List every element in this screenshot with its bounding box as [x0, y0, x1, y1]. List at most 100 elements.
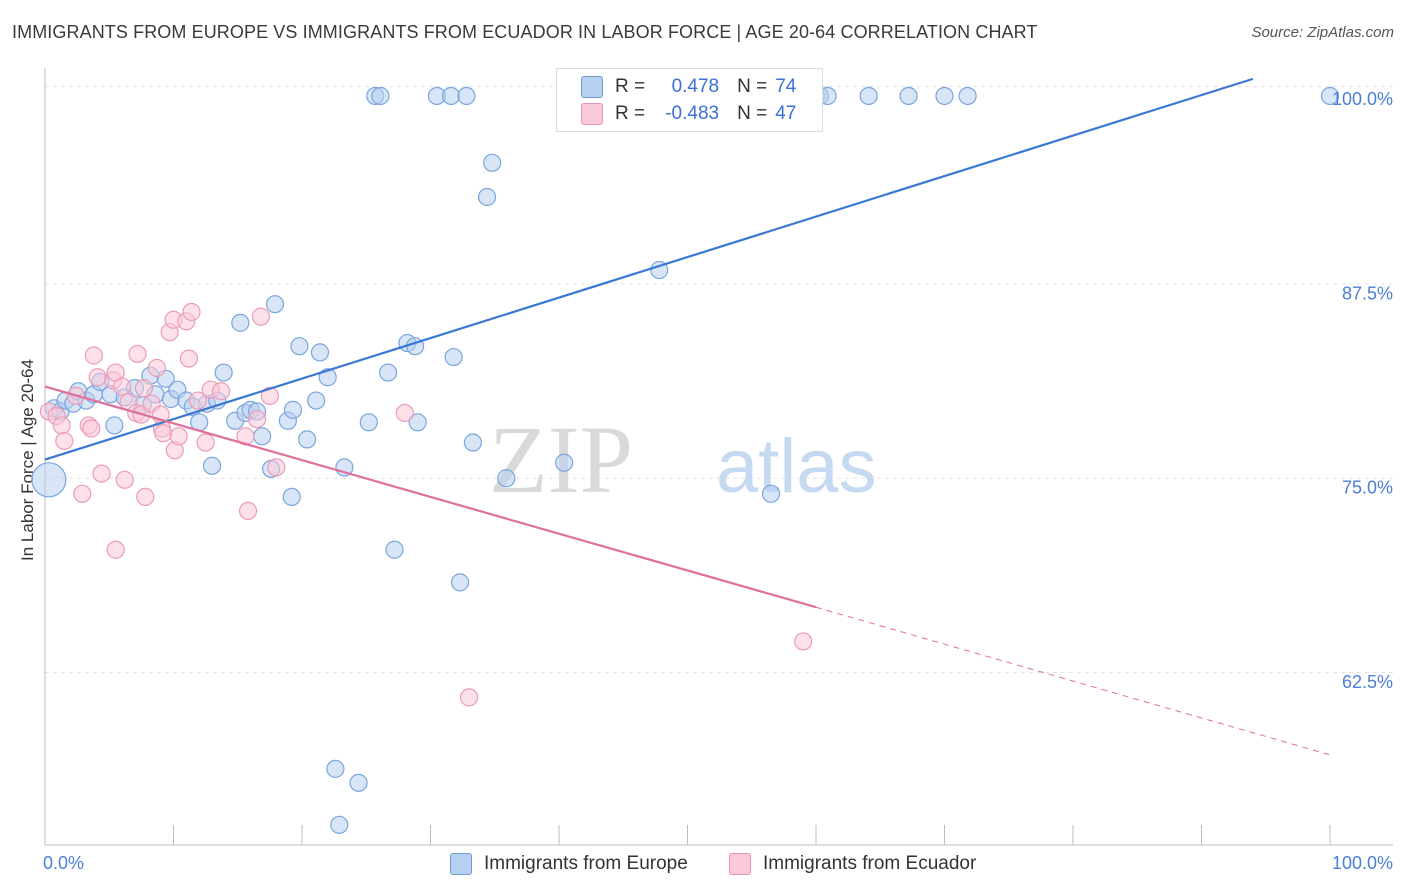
europe-point[interactable] [935, 86, 954, 106]
europe-point[interactable] [497, 469, 516, 488]
europe-point[interactable] [231, 313, 250, 332]
series-europe-points [31, 86, 1340, 834]
europe-point[interactable] [253, 427, 272, 446]
ecuador-point[interactable] [136, 487, 155, 507]
europe-point[interactable] [899, 86, 918, 106]
ecuador-point[interactable] [196, 433, 215, 452]
europe-point[interactable] [318, 368, 337, 387]
ecuador-point[interactable] [169, 427, 188, 446]
ecuador-point[interactable] [147, 358, 166, 378]
ecuador-point[interactable] [112, 377, 132, 396]
ecuador-point[interactable] [260, 386, 279, 405]
ecuador-point[interactable] [395, 403, 414, 423]
source-credit: Source: ZipAtlas.com [1251, 24, 1394, 41]
legend-r-value-ecuador: -0.483 [665, 103, 720, 124]
ecuador-point[interactable] [247, 410, 267, 429]
legend-r-value-europe: 0.478 [671, 76, 720, 97]
europe-point[interactable] [477, 187, 497, 207]
europe-point[interactable] [265, 295, 285, 314]
europe-point[interactable] [958, 86, 977, 106]
ecuador-point[interactable] [82, 419, 101, 438]
europe-point[interactable] [202, 456, 222, 475]
europe-point[interactable] [761, 484, 781, 503]
europe-point[interactable] [441, 86, 461, 106]
ecuador-point[interactable] [92, 464, 111, 483]
ecuador-point[interactable] [128, 344, 147, 364]
europe-point[interactable] [1320, 86, 1340, 106]
ecuador-point[interactable] [238, 501, 258, 520]
series-ecuador-points [39, 302, 813, 707]
europe-point[interactable] [457, 86, 476, 106]
ecuador-point[interactable] [251, 307, 270, 326]
europe-point[interactable] [555, 453, 574, 472]
legend-swatch-europe [581, 76, 603, 98]
europe-point[interactable] [290, 337, 309, 356]
ecuador-point[interactable] [106, 540, 125, 559]
legend-n-label: N = [737, 76, 768, 97]
europe-point[interactable] [31, 462, 67, 498]
legend-row-ecuador: R = -0.483 N = 47 [581, 102, 796, 126]
europe-point[interactable] [330, 815, 349, 834]
y-tick-label: 87.5% [1342, 283, 1393, 303]
europe-point[interactable] [463, 433, 483, 452]
europe-point[interactable] [359, 413, 378, 432]
legend-r-label: R = [615, 76, 646, 97]
europe-point[interactable] [282, 487, 301, 507]
europe-point[interactable] [408, 413, 427, 432]
europe-point[interactable] [444, 347, 463, 367]
bottom-legend-label-ecuador: Immigrants from Ecuador [763, 853, 977, 874]
trend-line-ecuador-extrapolated [815, 606, 1331, 756]
legend-n-value-ecuador: 47 [775, 103, 797, 124]
europe-point[interactable] [326, 759, 345, 778]
ecuador-point[interactable] [52, 416, 71, 435]
ecuador-point[interactable] [794, 632, 813, 651]
ecuador-point[interactable] [459, 688, 479, 707]
bottom-legend-ecuador[interactable]: Immigrants from Ecuador [729, 852, 976, 876]
ecuador-point[interactable] [182, 302, 201, 322]
y-tick-labels: 100.0% 87.5% 75.0% 62.5% [1332, 89, 1393, 692]
europe-point[interactable] [283, 400, 303, 419]
bottom-legend-swatch-ecuador [729, 853, 751, 875]
europe-point[interactable] [298, 430, 317, 449]
y-tick-label: 62.5% [1342, 672, 1393, 692]
europe-point[interactable] [105, 416, 124, 435]
y-tick-label: 75.0% [1342, 478, 1393, 498]
bottom-legend-swatch-europe [450, 853, 472, 875]
axes [44, 68, 1393, 846]
watermark-atlas: atlas [716, 424, 877, 509]
trend-line-europe [44, 77, 1254, 461]
europe-point[interactable] [859, 86, 878, 106]
chart-title: IMMIGRANTS FROM EUROPE VS IMMIGRANTS FRO… [12, 22, 1038, 42]
europe-point[interactable] [307, 391, 326, 410]
europe-point[interactable] [310, 343, 330, 362]
ecuador-point[interactable] [88, 368, 107, 387]
europe-point[interactable] [371, 86, 390, 106]
ecuador-point[interactable] [73, 484, 92, 503]
europe-point[interactable] [385, 540, 404, 559]
europe-point[interactable] [214, 363, 233, 382]
legend-row-europe: R = 0.478 N = 74 [581, 75, 796, 99]
europe-point[interactable] [378, 363, 398, 382]
ecuador-point[interactable] [134, 379, 154, 398]
x-tick-label-min: 0.0% [43, 853, 84, 873]
europe-point[interactable] [450, 573, 470, 592]
legend-n-label: N = [737, 103, 768, 124]
ecuador-point[interactable] [115, 470, 134, 489]
ecuador-point[interactable] [267, 458, 286, 477]
europe-point[interactable] [483, 153, 502, 172]
europe-point[interactable] [349, 773, 368, 792]
legend-swatch-ecuador [581, 103, 603, 125]
x-tick-label-max: 100.0% [1332, 853, 1393, 873]
bottom-legend-europe[interactable]: Immigrants from Europe [450, 852, 688, 876]
y-tick-label: 100.0% [1332, 89, 1393, 109]
ecuador-point[interactable] [211, 382, 231, 401]
ecuador-point[interactable] [55, 431, 74, 451]
legend-r-label: R = [615, 103, 646, 124]
ecuador-point[interactable] [84, 346, 103, 365]
ecuador-point[interactable] [154, 424, 173, 443]
ecuador-point[interactable] [188, 391, 208, 410]
trend-line-ecuador [44, 385, 817, 609]
ecuador-point[interactable] [179, 349, 199, 368]
trend-lines [44, 77, 1331, 756]
